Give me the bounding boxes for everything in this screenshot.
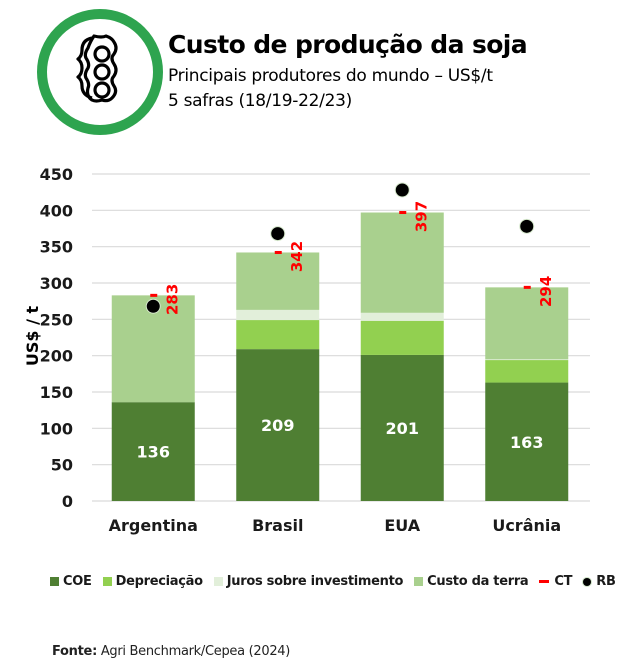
legend-swatch [50,577,59,586]
bar-segment-juros-sobre-investimento [360,312,444,321]
y-tick-label: 350 [40,238,73,257]
bar-segment-coe [360,354,444,501]
x-tick-label: Ucrânia [492,516,561,535]
ct-label: 342 [288,241,306,272]
legend-swatch [414,577,424,586]
legend-label: COE [63,574,92,589]
subtitle: Principais produtores do mundo – US$/t [168,66,493,86]
legend-item-ct: CT [539,574,573,589]
y-tick-label: 400 [40,201,73,220]
bar-segment-coe [485,382,569,501]
legend-line-swatch [539,580,550,583]
bar-segment-custo-da-terra [360,212,444,313]
y-tick-label: 150 [40,383,73,402]
legend-label: CT [554,574,573,589]
rb-marker [394,182,410,198]
x-axis-ticks: Argentina Brasil EUA Ucrânia [109,516,562,535]
legend-item-custo-terra: Custo da terra [414,574,529,589]
bar-segment-depreciação [236,320,320,350]
bar-segment-depreciação [485,360,569,383]
legend-dot-swatch [583,577,592,586]
ct-marker [399,211,407,215]
bar-segment-juros-sobre-investimento [485,359,569,361]
legend-item-juros: Juros sobre investimento [213,574,404,589]
legend-label: Depreciação [115,574,203,589]
bar-segment-coe [111,402,195,501]
y-tick-label: 250 [40,310,73,329]
y-axis-label: US$ / t [23,306,42,367]
legend-label: Custo da terra [427,574,529,589]
y-tick-label: 0 [62,492,73,511]
legend-swatch [213,577,223,586]
source-label: Fonte: [52,644,97,659]
y-tick-label: 450 [40,165,73,184]
legend-item-rb: RB [583,574,616,589]
logo [37,9,163,135]
data-label: 201 [386,419,419,438]
rb-marker [519,218,535,234]
x-tick-label: Argentina [109,516,198,535]
legend-label: RB [596,574,616,589]
source-note: Fonte: Agri Benchmark/Cepea (2024) [52,644,290,659]
ct-marker [150,293,158,297]
data-label: 136 [137,443,170,462]
legend-item-coe: COE [50,574,92,589]
subtitle-period: 5 safras (18/19-22/23) [168,91,352,111]
ct-label: 283 [163,284,181,315]
legend-label: Juros sobre investimento [226,574,404,589]
x-tick-label: Brasil [252,516,303,535]
stacked-bar-chart: 0 50 100 150 200 250 300 350 400 450 US$ / t 136 2… [23,165,590,535]
bar-segment-coe [236,349,320,501]
markers: 283 342 397 294 [145,182,555,315]
legend-swatch [102,577,112,586]
bar-segment-depreciação [360,320,444,355]
source-text: Agri Benchmark/Cepea (2024) [96,644,291,659]
rb-marker [270,226,286,242]
y-tick-label: 300 [40,274,73,293]
rb-marker [145,298,161,314]
y-tick-label: 50 [51,456,73,475]
logo-ring [37,9,163,135]
y-axis-ticks: 0 50 100 150 200 250 300 350 400 450 [40,165,73,511]
y-tick-label: 100 [40,419,73,438]
y-tick-label: 200 [40,347,73,366]
bars: 136 209 201 163 [111,212,569,501]
data-label: 209 [261,416,294,435]
ct-label: 294 [537,276,555,307]
bar-segment-juros-sobre-investimento [236,309,320,321]
page-title: Custo de produção da soja [168,30,528,59]
legend-item-depreciacao: Depreciação [102,574,203,589]
soybean-pod-icon [76,34,118,103]
ct-label: 397 [412,201,430,232]
ct-marker [523,285,531,289]
bar-segment-custo-da-terra [236,252,320,310]
x-tick-label: EUA [384,516,420,535]
bar-segment-custo-da-terra [485,287,569,360]
legend: COE Depreciação Juros sobre investimento… [50,574,620,589]
data-label: 163 [510,433,543,452]
ct-marker [274,250,282,254]
